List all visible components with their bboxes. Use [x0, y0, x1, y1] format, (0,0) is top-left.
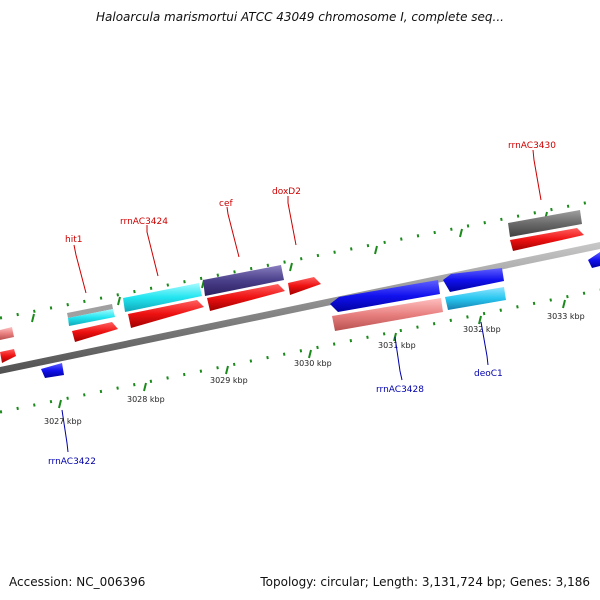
feature-deoC1-cds[interactable]	[443, 268, 504, 292]
forward-leaders	[73, 149, 542, 294]
outer-tick-ring	[0, 198, 600, 320]
reverse-gene-labels: rrnAC3422 rrnAC3428 deoC1	[48, 369, 503, 467]
tick-label-3027: 3027 kbp	[44, 417, 82, 426]
genome-summary-text: Topology: circular; Length: 3,131,724 bp…	[260, 575, 590, 589]
backbone	[0, 242, 600, 374]
feature-cef-cds[interactable]	[207, 284, 285, 311]
tick-label-3030: 3030 kbp	[294, 359, 332, 368]
gene-label-rrnAC3424[interactable]: rrnAC3424	[120, 217, 168, 227]
feature-cef-rna[interactable]	[203, 265, 284, 296]
tick-label-3031: 3031 kbp	[378, 341, 416, 350]
feature-rrnAC3424-rna[interactable]	[123, 283, 202, 312]
tick-labels: 3027 kbp 3028 kbp 3029 kbp 3030 kbp 3031…	[44, 312, 585, 426]
feature-rrnAC3428-rna[interactable]	[332, 298, 443, 331]
feature-deoC1-rna[interactable]	[445, 287, 506, 310]
gene-label-doxD2[interactable]: doxD2	[272, 187, 301, 197]
gene-label-rrnAC3428[interactable]: rrnAC3428	[376, 385, 424, 395]
inner-tick-ring	[0, 288, 600, 414]
gene-label-rrnAC3430[interactable]: rrnAC3430	[508, 141, 556, 151]
feature-hit1-cds[interactable]	[72, 322, 118, 342]
feature-hit1-rna-gray[interactable]	[67, 304, 113, 318]
feature-rrnAC3430-cds[interactable]	[510, 228, 584, 251]
feature-rrnAC3430-gray[interactable]	[508, 210, 582, 237]
gene-label-deoC1[interactable]: deoC1	[474, 369, 503, 379]
feature-hit1-rna-cyan[interactable]	[68, 309, 115, 326]
feature-rrnAC3428-cds[interactable]	[330, 280, 440, 312]
tick-label-3028: 3028 kbp	[127, 395, 165, 404]
tick-label-3029: 3029 kbp	[210, 376, 248, 385]
feature-rrnAC3422-cds[interactable]	[41, 363, 64, 378]
feature-forward-edge-blue[interactable]	[588, 252, 600, 268]
map-title: Haloarcula marismortui ATCC 43049 chromo…	[96, 10, 504, 24]
reverse-leaders	[61, 321, 489, 453]
gene-label-cef[interactable]: cef	[219, 199, 233, 209]
feature-doxD2-cds[interactable]	[288, 277, 321, 295]
gene-label-hit1[interactable]: hit1	[65, 235, 82, 245]
feature-rrnAC3424-cds[interactable]	[128, 300, 204, 328]
tick-label-3033: 3033 kbp	[547, 312, 585, 321]
accession-text: Accession: NC_006396	[9, 575, 146, 589]
reverse-strand-features	[41, 252, 600, 378]
feature-forward-edge-red[interactable]	[0, 349, 16, 363]
feature-forward-edge-pink[interactable]	[0, 327, 14, 340]
forward-strand-features	[0, 228, 584, 363]
gene-label-rrnAC3422[interactable]: rrnAC3422	[48, 457, 96, 467]
forward-strand-upper	[0, 210, 582, 340]
forward-gene-labels: hit1 rrnAC3424 cef doxD2 rrnAC3430	[65, 141, 556, 245]
